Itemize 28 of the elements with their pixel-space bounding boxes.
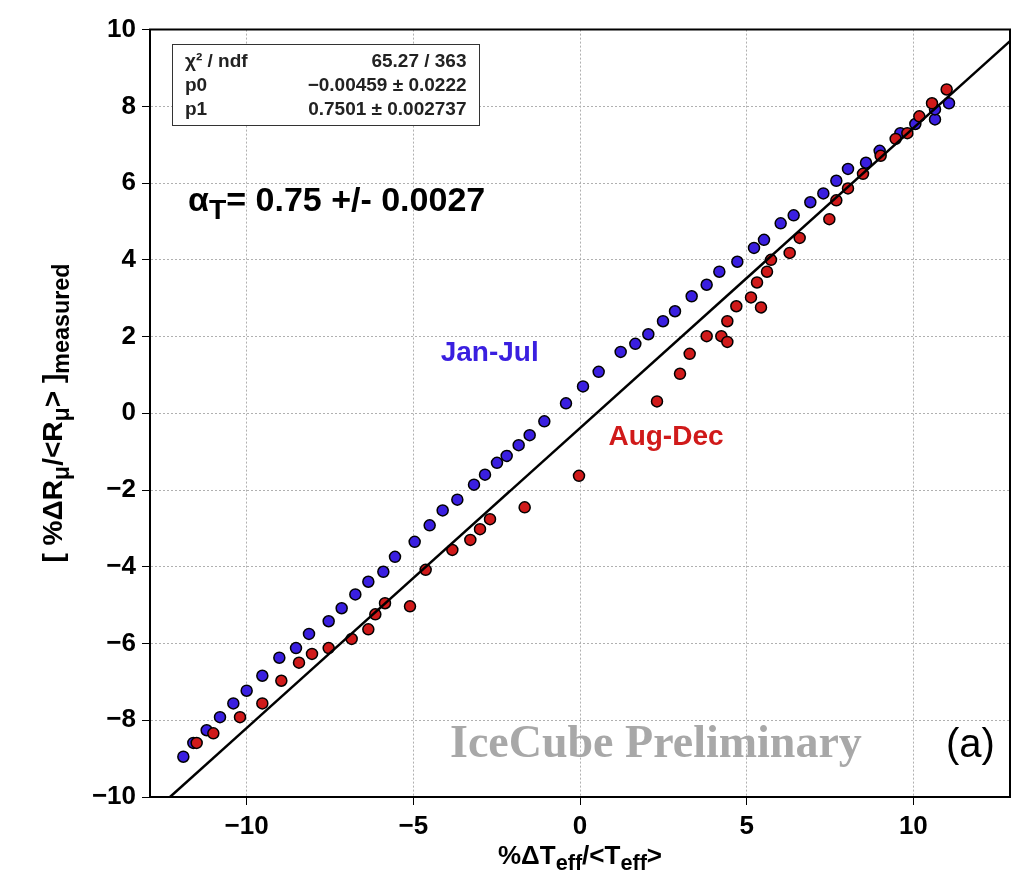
annotation: −0.00459 ± 0.0222 <box>307 72 467 97</box>
y-tick-label: −6 <box>106 626 136 657</box>
annotation: IceCube Preliminary <box>450 715 862 768</box>
x-tick-label: −10 <box>224 809 269 840</box>
annotation: 65.27 / 363 <box>370 48 467 73</box>
y-tick-label: −2 <box>106 473 136 504</box>
y-tick-label: 2 <box>121 319 136 350</box>
annotation: p1 <box>185 96 209 121</box>
x-tick-label: 10 <box>898 809 928 840</box>
y-tick-label: 10 <box>107 12 136 43</box>
y-tick-label: −8 <box>106 703 136 734</box>
x-tick-label: 5 <box>739 809 754 840</box>
y-tick-label: −4 <box>106 549 137 580</box>
y-tick-label: −10 <box>91 780 136 811</box>
y-tick-label: 4 <box>121 242 137 273</box>
annotation: χ² / ndf <box>185 48 248 73</box>
series-label: Jan-Jul <box>440 335 539 368</box>
y-tick-label: 0 <box>121 396 136 427</box>
y-tick-label: 8 <box>121 89 136 120</box>
x-tick-label: −5 <box>398 809 429 840</box>
annotation: α$_{T}$= 0.75 +/- 0.0027 <box>188 179 486 226</box>
x-tick-label: 0 <box>572 809 588 840</box>
y-tick-label: 6 <box>121 166 136 197</box>
series-label: Aug-Dec <box>608 420 724 453</box>
x-axis-title: %ΔT$_{eff}$/<T$_{eff}$> <box>497 840 663 877</box>
annotation: (a) <box>946 721 995 766</box>
annotation: p0 <box>185 72 209 97</box>
annotation: 0.7501 ± 0.002737 <box>307 96 467 121</box>
